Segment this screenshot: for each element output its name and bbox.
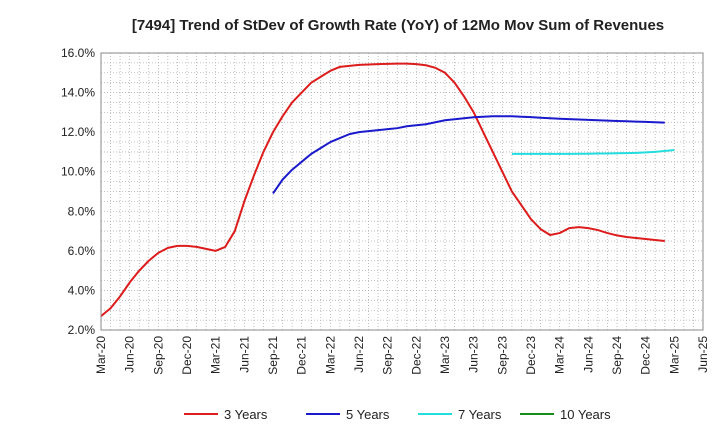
legend-label: 5 Years [346,407,390,422]
y-tick-label: 8.0% [68,204,96,218]
x-tick-label: Dec-24 [639,336,653,375]
y-tick-label: 6.0% [68,244,96,258]
legend-label: 3 Years [224,407,268,422]
x-tick-label: Mar-20 [94,336,108,374]
x-tick-label: Dec-21 [295,336,309,375]
x-tick-label: Mar-23 [438,336,452,374]
grid-lines [101,53,703,330]
x-axis-ticks: Mar-20 Jun-20 Sep-20 Dec-20 Mar-21 Jun-21 Sep-… [94,336,710,375]
x-tick-label: Mar-22 [323,336,337,374]
x-tick-label: Dec-23 [524,336,538,375]
y-tick-label: 12.0% [61,125,95,139]
x-tick-label: Sep-21 [266,336,280,375]
y-axis-ticks: 2.0% 4.0% 6.0% 8.0% 10.0% 12.0% 14.0% 16.0% [61,46,95,337]
series-lines [100,62,675,317]
x-tick-label: Sep-23 [495,336,509,375]
x-tick-label: Sep-20 [151,336,165,375]
y-tick-label: 16.0% [61,46,95,60]
x-tick-label: Mar-21 [209,336,223,374]
x-tick-label: Sep-22 [381,336,395,375]
x-tick-label: Dec-22 [409,336,423,375]
x-tick-label: Dec-20 [180,336,194,375]
y-tick-label: 10.0% [61,165,95,179]
x-tick-label: Jun-24 [581,336,595,373]
x-tick-label: Sep-24 [610,336,624,375]
x-tick-label: Mar-25 [667,336,681,374]
series-line-3-years [100,62,665,317]
legend: 3 Years 5 Years 7 Years 10 Years [184,407,611,422]
x-tick-label: Jun-22 [352,336,366,373]
legend-label: 10 Years [560,407,611,422]
plot-area-frame [100,52,704,331]
chart-title: [7494] Trend of StDev of Growth Rate (Yo… [132,17,664,34]
x-tick-label: Mar-24 [553,336,567,374]
legend-label: 7 Years [458,407,502,422]
series-line-5-years [272,115,665,195]
x-tick-label: Jun-21 [237,336,251,373]
y-tick-label: 2.0% [68,323,96,337]
x-tick-label: Jun-25 [696,336,710,373]
series-line-7-years [511,148,675,155]
x-tick-label: Jun-23 [467,336,481,373]
x-tick-label: Jun-20 [123,336,137,373]
y-tick-label: 4.0% [68,283,96,297]
y-tick-label: 14.0% [61,86,95,100]
